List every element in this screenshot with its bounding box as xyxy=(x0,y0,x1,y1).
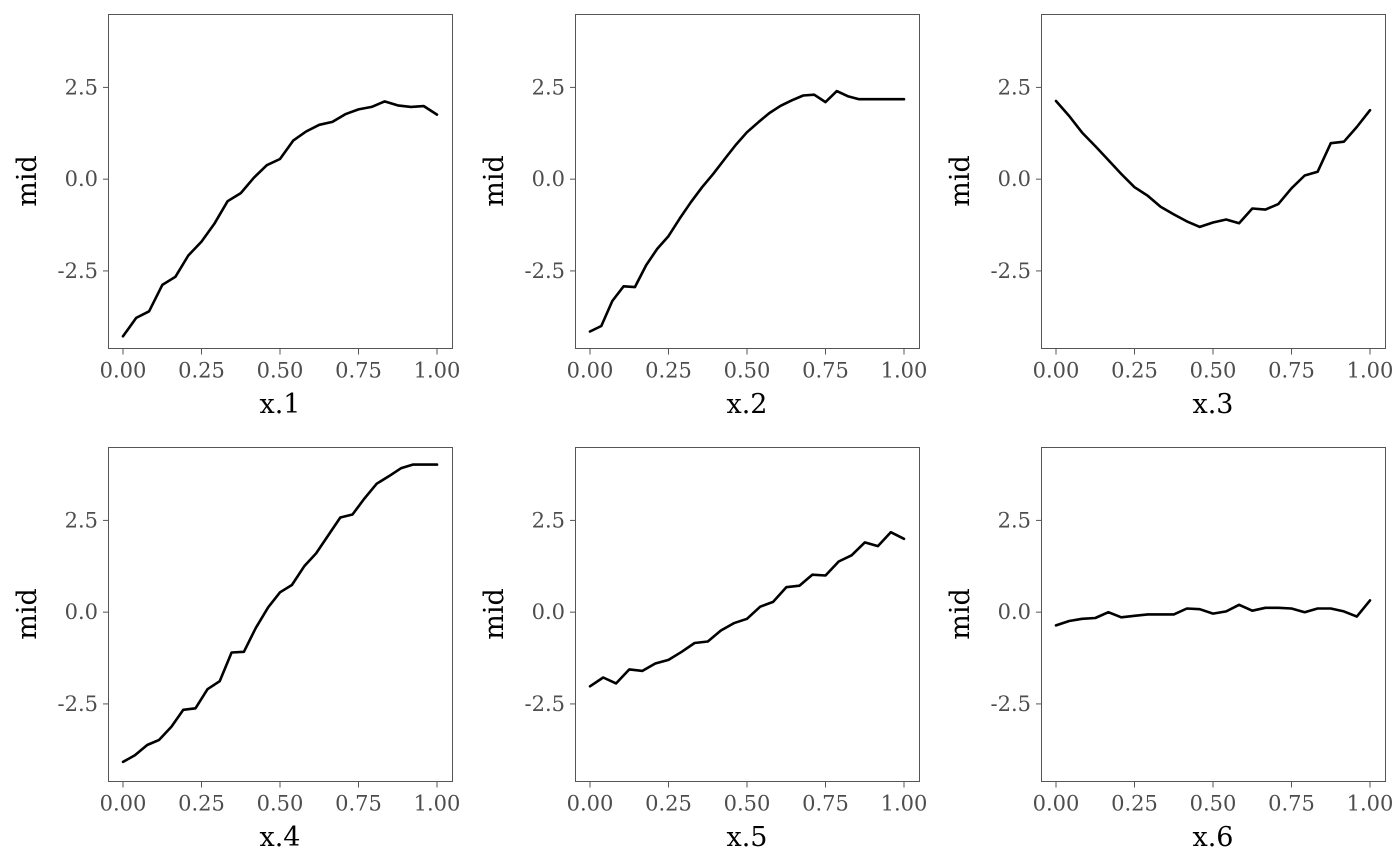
x-tick-label: 0.25 xyxy=(178,792,225,816)
x-axis-title: x.5 xyxy=(727,822,768,853)
y-axis-title: mid xyxy=(12,155,43,207)
y-tick-label: -2.5 xyxy=(58,692,99,716)
series-line xyxy=(1054,599,1372,627)
x-tick-label: 0.25 xyxy=(1111,359,1158,383)
x-tick-label: 0.50 xyxy=(724,359,771,383)
x-tick-label: 0.00 xyxy=(100,792,147,816)
y-tick-label: -2.5 xyxy=(991,692,1032,716)
y-tick-label: 0.0 xyxy=(998,167,1031,191)
x-tick-label: 0.25 xyxy=(645,359,692,383)
x-tick-label: 0.75 xyxy=(802,359,849,383)
x-axis-title: x.4 xyxy=(260,822,301,853)
y-tick-label: 0.0 xyxy=(532,600,565,624)
x-tick-label: 1.00 xyxy=(414,792,461,816)
y-tick-label: 0.0 xyxy=(998,600,1031,624)
x-tick-label: 0.50 xyxy=(257,792,304,816)
x-tick-label: 0.75 xyxy=(335,792,382,816)
series-line xyxy=(121,100,439,338)
x-tick-label: 0.25 xyxy=(178,359,225,383)
x-tick-label: 1.00 xyxy=(1347,359,1394,383)
x-tick-label: 0.00 xyxy=(100,359,147,383)
x-tick-label: 0.00 xyxy=(567,359,614,383)
y-tick-label: 2.5 xyxy=(998,508,1031,532)
x-tick-label: 0.00 xyxy=(567,792,614,816)
x-tick-label: 0.75 xyxy=(1268,792,1315,816)
y-tick-label: 0.0 xyxy=(65,167,98,191)
x-tick-label: 1.00 xyxy=(881,792,928,816)
y-tick-label: -2.5 xyxy=(525,259,566,283)
y-axis-title: mid xyxy=(945,155,976,207)
x-tick-label: 0.50 xyxy=(257,359,304,383)
y-tick-label: 2.5 xyxy=(532,508,565,532)
y-tick-label: 2.5 xyxy=(998,75,1031,99)
panel-frame xyxy=(1041,14,1386,349)
panel-1: 0.00 0.25 0.50 0.75 1.00 2.5 0.0 -2.5 x.1 mid xyxy=(12,14,461,420)
x-tick-label: 0.75 xyxy=(335,359,382,383)
y-tick-label: 2.5 xyxy=(65,508,98,532)
y-tick-label: 2.5 xyxy=(532,75,565,99)
panel-frame xyxy=(108,14,453,349)
panel-frame xyxy=(108,447,453,782)
x-axis-title: x.3 xyxy=(1193,389,1234,420)
x-tick-label: 1.00 xyxy=(881,359,928,383)
y-axis-title: mid xyxy=(479,155,510,207)
y-axis-title: mid xyxy=(945,588,976,640)
series-line xyxy=(1054,99,1372,229)
series-line xyxy=(588,89,906,333)
y-tick-label: -2.5 xyxy=(991,259,1032,283)
x-tick-label: 0.50 xyxy=(1190,792,1237,816)
x-tick-label: 1.00 xyxy=(414,359,461,383)
series-line xyxy=(588,530,906,688)
x-tick-label: 0.25 xyxy=(1111,792,1158,816)
x-axis-title: x.1 xyxy=(260,389,301,420)
panel-3: 0.00 0.25 0.50 0.75 1.00 2.5 0.0 -2.5 x.3 mid xyxy=(945,14,1394,420)
y-axis-title: mid xyxy=(12,588,43,640)
y-tick-label: 2.5 xyxy=(65,75,98,99)
panel-6: 0.00 0.25 0.50 0.75 1.00 2.5 0.0 -2.5 x.6 mid xyxy=(945,447,1394,853)
x-tick-label: 0.00 xyxy=(1033,792,1080,816)
y-tick-label: 0.0 xyxy=(65,600,98,624)
panel-frame xyxy=(575,14,920,349)
x-tick-label: 0.25 xyxy=(645,792,692,816)
x-axis-title: x.6 xyxy=(1193,822,1234,853)
x-tick-label: 0.00 xyxy=(1033,359,1080,383)
y-tick-label: -2.5 xyxy=(58,259,99,283)
panel-5: 0.00 0.25 0.50 0.75 1.00 2.5 0.0 -2.5 x.5 mid xyxy=(479,447,928,853)
series-line xyxy=(121,463,439,764)
y-tick-label: 0.0 xyxy=(532,167,565,191)
x-tick-label: 0.75 xyxy=(802,792,849,816)
x-tick-label: 0.50 xyxy=(1190,359,1237,383)
y-tick-label: -2.5 xyxy=(525,692,566,716)
panel-frame xyxy=(575,447,920,782)
x-tick-label: 0.75 xyxy=(1268,359,1315,383)
y-axis-title: mid xyxy=(479,588,510,640)
panel-4: 0.00 0.25 0.50 0.75 1.00 2.5 0.0 -2.5 x.4 mid xyxy=(12,447,461,853)
x-tick-label: 1.00 xyxy=(1347,792,1394,816)
x-axis-title: x.2 xyxy=(727,389,768,420)
x-tick-label: 0.50 xyxy=(724,792,771,816)
panel-2: 0.00 0.25 0.50 0.75 1.00 2.5 0.0 -2.5 x.2 mid xyxy=(479,14,928,420)
